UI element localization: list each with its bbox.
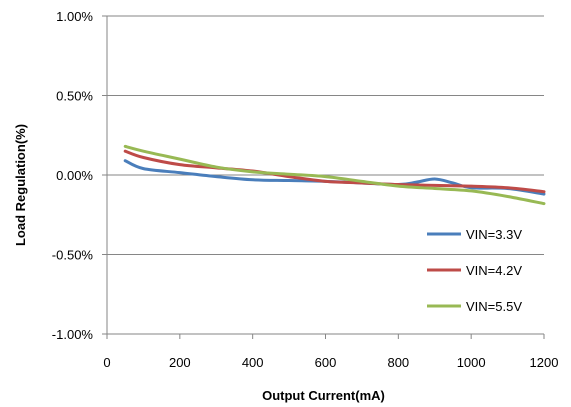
legend-label-2: VIN=4.2V	[466, 263, 522, 278]
axes	[102, 15, 545, 339]
x-tick-label: 1200	[530, 355, 559, 370]
legend-label-3: VIN=5.5V	[466, 299, 522, 314]
y-tick-label: -0.50%	[52, 248, 94, 263]
x-tick-label: 1000	[457, 355, 486, 370]
y-tick-label: 1.00%	[56, 9, 93, 24]
y-axis-title: Load Regulation(%)	[13, 124, 28, 246]
x-tick-label: 200	[169, 355, 191, 370]
series-line-3	[123, 144, 546, 206]
x-tick-label: 600	[315, 355, 337, 370]
legend: VIN=3.3V VIN=4.2V VIN=5.5V	[427, 227, 522, 314]
x-tick-label: 400	[242, 355, 264, 370]
series-line-2	[123, 149, 546, 194]
tick-labels: 1.00% 0.50% 0.00% -0.50% -1.00% 0 200 400 600 800…	[52, 9, 559, 370]
x-tick-label: 800	[387, 355, 409, 370]
gridlines	[107, 15, 544, 255]
y-tick-label: 0.00%	[56, 168, 93, 183]
y-tick-label: 0.50%	[56, 89, 93, 104]
legend-label-1: VIN=3.3V	[466, 227, 522, 242]
series-lines	[123, 144, 546, 206]
x-tick-label: 0	[103, 355, 110, 370]
y-tick-label: -1.00%	[52, 327, 94, 342]
x-axis-title: Output Current(mA)	[262, 388, 385, 403]
